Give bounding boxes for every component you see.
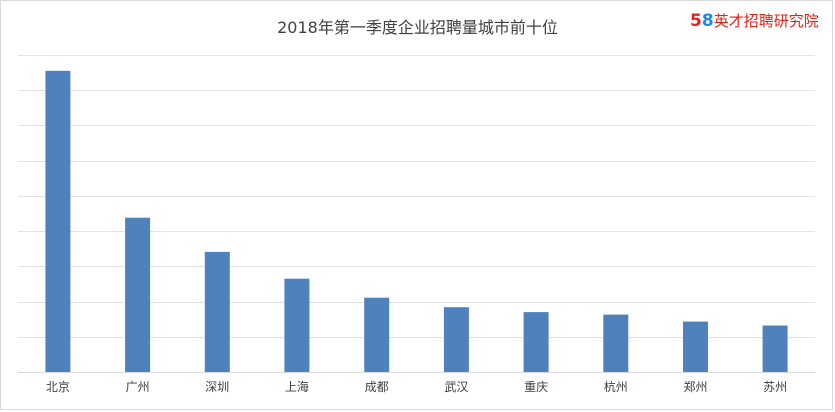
bar-10 <box>762 325 788 372</box>
bar-6 <box>443 307 469 372</box>
logo-digit-8: 8 <box>701 11 714 31</box>
logo-text: 英才招聘研究院 <box>713 12 819 30</box>
x-tick-label: 苏州 <box>763 380 787 394</box>
x-tick-label: 深圳 <box>205 380 229 394</box>
x-tick-label: 武汉 <box>444 380 468 394</box>
x-tick-label: 成都 <box>365 380 389 394</box>
bar-5 <box>364 297 390 372</box>
bar-1 <box>45 70 71 373</box>
chart-title: 2018年第一季度企业招聘量城市前十位 <box>277 18 558 37</box>
x-tick-label: 北京 <box>46 380 70 394</box>
logo-digit-5: 5 <box>690 11 702 31</box>
bar-9 <box>683 321 708 372</box>
bar-4 <box>284 278 310 372</box>
bar-2 <box>125 217 151 372</box>
bar-7 <box>523 312 549 372</box>
brand-logo: 58英才招聘研究院 <box>690 10 819 31</box>
x-tick-label: 上海 <box>285 379 309 394</box>
bar-8 <box>603 314 629 372</box>
x-tick-label: 重庆 <box>524 380 548 394</box>
x-tick-label: 郑州 <box>683 379 707 394</box>
x-tick-label: 广州 <box>126 380 150 394</box>
x-tick-label: 杭州 <box>604 379 628 394</box>
bar-3 <box>204 251 230 372</box>
